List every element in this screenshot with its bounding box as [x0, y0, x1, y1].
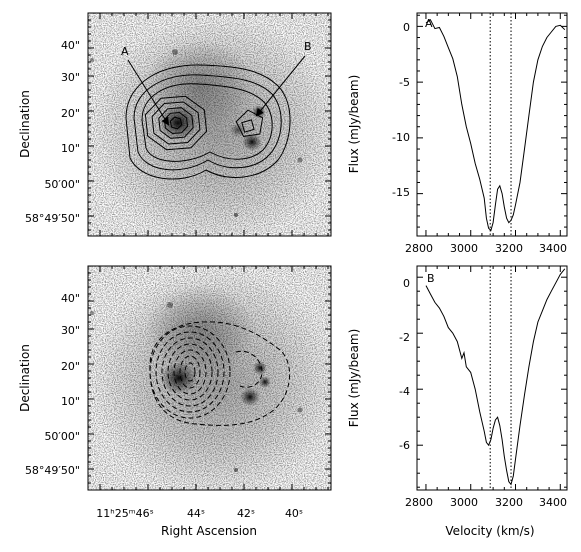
dec-tick-label: 58°49′50" — [25, 212, 80, 225]
y-axis-label: Declination — [18, 90, 32, 158]
flux-tick-label: -6 — [399, 439, 410, 452]
dec-tick-label: 20" — [61, 360, 80, 373]
flux-tick-label: -2 — [399, 331, 410, 344]
image-panel-b: 40" 30" 20" 10" 50′00" 58°49′50" 11ʰ25ᵐ4… — [18, 265, 332, 538]
contour-line — [184, 362, 196, 382]
ra-tick-label: 40ˢ — [285, 507, 303, 520]
contour-line — [149, 321, 291, 426]
flux-tick-label: -4 — [399, 385, 410, 398]
contour-line — [144, 95, 208, 151]
dec-tick-label: 50′00" — [44, 430, 80, 443]
contour-line — [167, 343, 213, 401]
spectrum-panel-b: B 0 -2 -4 -6 2800 3000 3200 3400 Velocit… — [347, 265, 568, 538]
dec-tick-label: 30" — [61, 71, 80, 84]
dec-tick-label: 10" — [61, 142, 80, 155]
plot-frame — [416, 12, 568, 237]
axis-ticks — [417, 266, 567, 490]
ra-tick-label: 44ˢ — [187, 507, 205, 520]
velocity-tick-label: 3400 — [539, 242, 567, 255]
dec-tick-label: 50′00" — [44, 178, 80, 191]
dec-tick-label: 40" — [61, 39, 80, 52]
contour-line — [151, 101, 201, 145]
contour-line — [179, 355, 201, 389]
velocity-tick-label: 3000 — [450, 242, 478, 255]
ra-tick-label: 11ʰ25ᵐ46ˢ — [96, 507, 153, 520]
dec-tick-label: 40" — [61, 292, 80, 305]
flux-tick-label: 0 — [403, 21, 410, 34]
dec-tick-label: 58°49′50" — [25, 464, 80, 477]
arrow-a-label: A — [121, 45, 129, 58]
image-panel-a: A B 40" 30" 20" 10" 50′00" 58°49′50" Dec… — [18, 12, 332, 237]
contour-line — [173, 349, 207, 395]
contour-line — [133, 74, 282, 171]
flux-tick-label: -15 — [392, 186, 410, 199]
y-axis-label: Flux (mJy/beam) — [347, 329, 361, 428]
spectrum-panel-a: A 0 -5 -10 -15 2800 3000 3200 3400 Flux … — [347, 12, 568, 255]
contour-line — [235, 350, 263, 388]
axis-ticks — [417, 13, 567, 236]
contour-line — [155, 331, 225, 413]
contour-lines-dashed — [149, 321, 291, 426]
contour-line — [149, 325, 231, 419]
velocity-tick-label: 3200 — [495, 242, 523, 255]
contour-line — [235, 109, 264, 137]
axis-ticks — [88, 13, 331, 236]
spectrum-line — [425, 18, 566, 232]
panel-label: A — [425, 17, 433, 30]
contour-line — [161, 337, 219, 407]
x-axis-label: Right Ascension — [161, 524, 257, 538]
contour-line — [141, 83, 273, 162]
contour-line — [125, 64, 291, 180]
contour-line — [169, 116, 183, 130]
spectrum-line — [425, 268, 566, 486]
y-axis-label: Declination — [18, 344, 32, 412]
panel-label: B — [427, 272, 435, 285]
ra-tick-label: 42ˢ — [237, 507, 255, 520]
axis-ticks — [88, 266, 331, 490]
velocity-tick-label: 3200 — [495, 496, 523, 509]
dec-tick-label: 20" — [61, 107, 80, 120]
dec-tick-label: 30" — [61, 324, 80, 337]
velocity-tick-label: 2800 — [405, 496, 433, 509]
contour-line — [158, 107, 194, 139]
velocity-tick-label: 3000 — [450, 496, 478, 509]
dec-tick-label: 10" — [61, 395, 80, 408]
velocity-tick-label: 2800 — [405, 242, 433, 255]
contour-lines-solid — [125, 64, 291, 180]
plot-frame — [416, 265, 568, 491]
x-axis-label: Velocity (km/s) — [445, 524, 534, 538]
y-axis-label: Flux (mJy/beam) — [347, 75, 361, 174]
velocity-tick-label: 3400 — [539, 496, 567, 509]
flux-tick-label: -10 — [392, 131, 410, 144]
arrow-b-label: B — [304, 40, 312, 53]
flux-tick-label: -5 — [399, 76, 410, 89]
arrow-b: B — [255, 40, 312, 117]
arrow-a: A — [121, 45, 170, 126]
contour-line — [241, 119, 255, 133]
flux-tick-label: 0 — [403, 277, 410, 290]
